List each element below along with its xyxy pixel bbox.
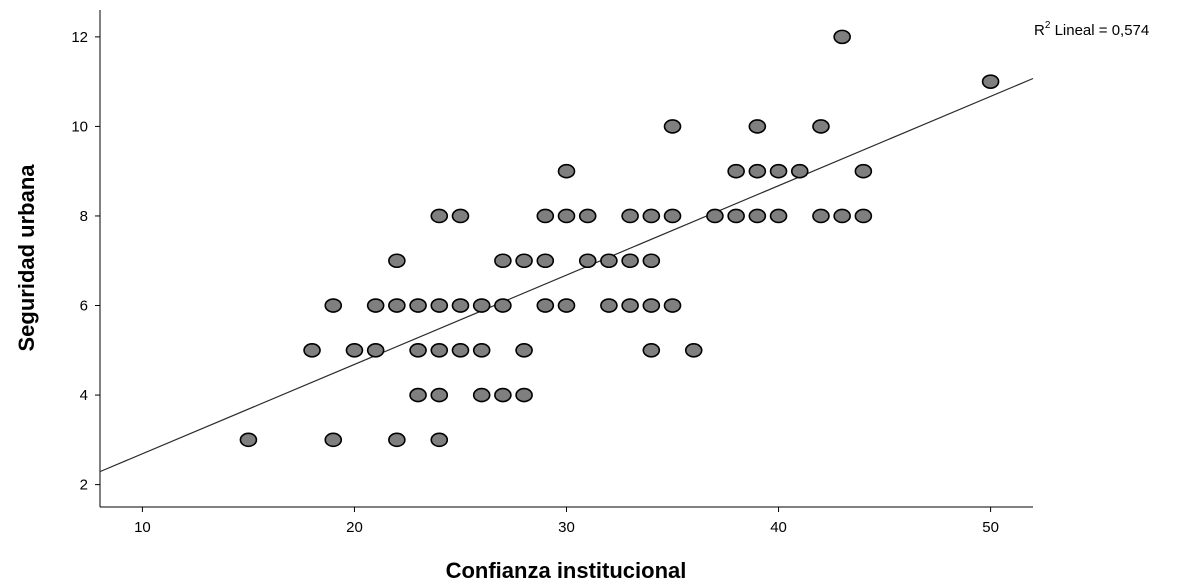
r-squared-superscript: 2	[1045, 20, 1051, 31]
x-tick-label: 40	[770, 519, 787, 536]
r-squared-value: Lineal = 0,574	[1050, 22, 1149, 39]
x-tick-label: 30	[558, 519, 575, 536]
data-point	[451, 298, 470, 313]
x-axis-title: Confianza institucional	[446, 558, 687, 583]
data-point	[515, 387, 533, 403]
y-axis-ticks: 2 4 6 8 10 12	[71, 29, 100, 494]
data-point	[833, 29, 851, 45]
y-tick-label: 10	[71, 118, 88, 135]
data-point	[515, 342, 533, 358]
data-point	[388, 432, 406, 448]
x-tick-label: 20	[346, 519, 363, 536]
data-point	[812, 208, 830, 224]
data-point	[600, 298, 618, 313]
data-point	[769, 208, 788, 224]
data-point	[557, 208, 576, 224]
data-point	[621, 253, 639, 269]
data-point	[621, 208, 639, 224]
data-point	[557, 298, 576, 313]
y-tick-label: 6	[80, 298, 88, 315]
y-tick-label: 8	[80, 208, 88, 225]
data-point	[600, 253, 618, 269]
data-point	[578, 253, 597, 269]
data-point	[642, 298, 661, 313]
data-point	[366, 298, 385, 313]
data-point	[472, 342, 491, 358]
data-point	[621, 298, 639, 313]
y-axis-title: Seguridad urbana	[14, 164, 39, 352]
data-point	[430, 387, 449, 403]
data-point	[663, 208, 682, 224]
data-point	[642, 253, 661, 269]
data-point	[663, 298, 682, 313]
r-symbol: R	[1034, 22, 1045, 39]
data-point	[790, 163, 809, 179]
data-point	[472, 298, 491, 313]
data-point	[430, 298, 449, 313]
data-point	[388, 298, 406, 313]
data-point	[239, 432, 258, 448]
data-point	[833, 208, 851, 224]
data-point	[324, 298, 343, 313]
data-point	[642, 342, 661, 358]
data-point	[536, 253, 555, 269]
data-point	[727, 208, 745, 224]
data-point	[494, 253, 512, 269]
r-squared-annotation: R2 Lineal = 0,574	[1034, 20, 1149, 39]
x-tick-label: 10	[134, 519, 151, 536]
y-tick-label: 4	[80, 387, 88, 404]
x-axis-ticks: 10 20 30 40 50	[134, 507, 999, 536]
data-point	[748, 208, 767, 224]
y-tick-label: 2	[80, 477, 88, 494]
data-point	[854, 208, 873, 224]
data-point	[727, 163, 745, 179]
data-point	[472, 387, 491, 403]
data-point	[409, 342, 427, 358]
data-point	[388, 253, 406, 269]
data-point	[451, 342, 470, 358]
data-point	[430, 342, 449, 358]
data-point	[345, 342, 364, 358]
x-tick-label: 50	[982, 519, 999, 536]
data-point	[536, 298, 555, 313]
data-point	[557, 163, 576, 179]
data-point	[409, 298, 427, 313]
data-point	[409, 387, 427, 403]
data-point	[663, 119, 682, 134]
data-point	[303, 342, 321, 358]
data-point	[366, 342, 385, 358]
data-point	[324, 432, 343, 448]
data-point	[706, 208, 724, 224]
data-point	[684, 342, 703, 358]
data-point	[642, 208, 661, 224]
data-point	[536, 208, 555, 224]
data-point	[430, 432, 449, 448]
data-point	[515, 253, 533, 269]
data-point	[451, 208, 470, 224]
data-point	[812, 119, 830, 134]
data-point	[430, 208, 449, 224]
data-point	[748, 163, 767, 179]
data-point	[494, 298, 512, 313]
data-point	[748, 119, 767, 134]
data-point	[769, 163, 788, 179]
data-point	[578, 208, 597, 224]
data-points	[239, 29, 1000, 448]
data-point	[981, 74, 1000, 89]
data-point	[494, 387, 512, 403]
y-tick-label: 12	[71, 29, 88, 46]
data-point	[854, 163, 873, 179]
regression-line	[99, 77, 1034, 473]
